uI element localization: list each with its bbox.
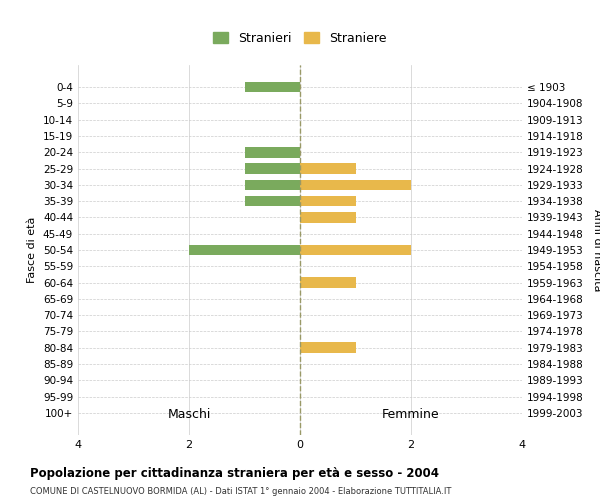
Bar xyxy=(300,342,355,353)
Y-axis label: Fasce di età: Fasce di età xyxy=(28,217,37,283)
Text: Maschi: Maschi xyxy=(167,408,211,421)
Bar xyxy=(189,244,300,256)
Bar xyxy=(300,244,411,256)
Text: COMUNE DI CASTELNUOVO BORMIDA (AL) - Dati ISTAT 1° gennaio 2004 - Elaborazione T: COMUNE DI CASTELNUOVO BORMIDA (AL) - Dat… xyxy=(30,487,451,496)
Y-axis label: Anni di nascita: Anni di nascita xyxy=(592,209,600,291)
Bar xyxy=(300,180,411,190)
Bar xyxy=(300,164,355,174)
Bar xyxy=(245,196,300,206)
Text: Femmine: Femmine xyxy=(382,408,440,421)
Bar xyxy=(245,147,300,158)
Text: Popolazione per cittadinanza straniera per età e sesso - 2004: Popolazione per cittadinanza straniera p… xyxy=(30,468,439,480)
Bar xyxy=(300,212,355,222)
Bar xyxy=(245,180,300,190)
Bar xyxy=(300,278,355,288)
Bar xyxy=(300,196,355,206)
Bar xyxy=(245,164,300,174)
Bar xyxy=(245,82,300,92)
Legend: Stranieri, Straniere: Stranieri, Straniere xyxy=(208,27,392,50)
